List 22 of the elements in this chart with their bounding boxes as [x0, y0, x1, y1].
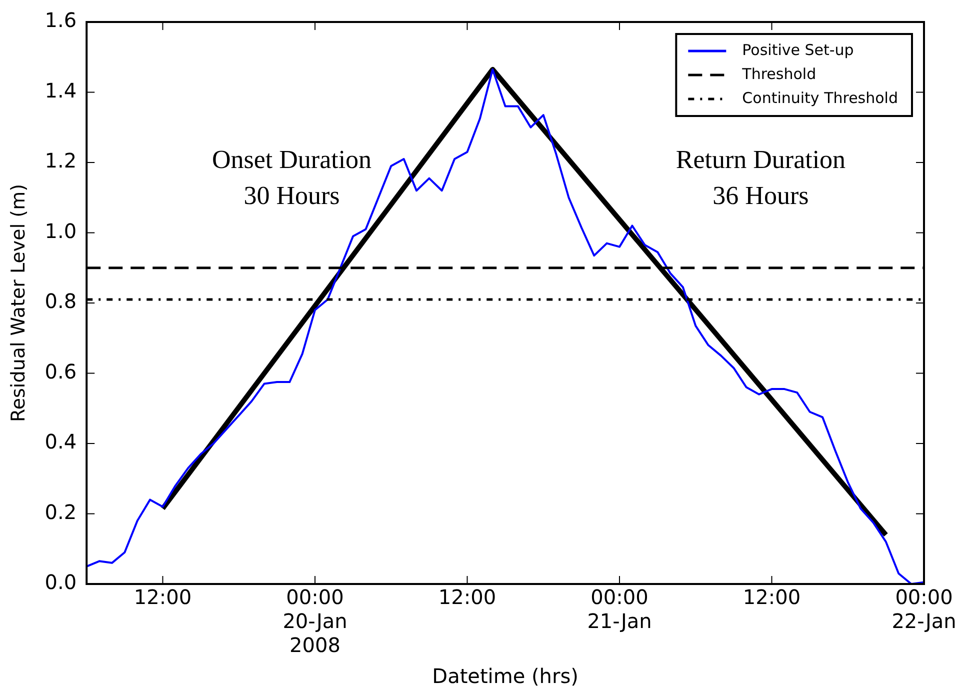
legend-label: Threshold: [741, 64, 816, 83]
x-tick-label: 00:00 20-Jan 2008: [282, 585, 348, 658]
y-tick-label: 1.6: [44, 8, 77, 32]
y-tick-label: 0.8: [44, 289, 77, 314]
x-tick-label: 12:00: [134, 585, 192, 610]
legend-label: Positive Set-up: [742, 40, 854, 59]
y-axis-title: Residual Water Level (m): [7, 184, 30, 422]
annotation: Return Duration 36 Hours: [676, 145, 846, 210]
y-tick-label: 0.6: [44, 359, 77, 384]
x-tick-label: 00:00 21-Jan: [587, 585, 652, 634]
y-tick-label: 0.2: [44, 500, 77, 524]
annotation: Onset Duration 30 Hours: [212, 145, 372, 210]
x-tick-label: 12:00: [438, 585, 496, 610]
x-tick-label: 00:00 22-Jan: [892, 585, 956, 634]
x-tick-label: 12:00: [742, 585, 801, 610]
x-axis-title: Datetime (hrs): [432, 664, 578, 688]
y-tick-label: 1.2: [44, 148, 77, 173]
y-tick-label: 1.4: [44, 78, 77, 102]
y-tick-label: 0.0: [44, 570, 77, 594]
y-tick-label: 1.0: [44, 218, 77, 243]
y-tick-label: 0.4: [44, 430, 77, 454]
legend-label: Continuity Threshold: [742, 88, 898, 107]
